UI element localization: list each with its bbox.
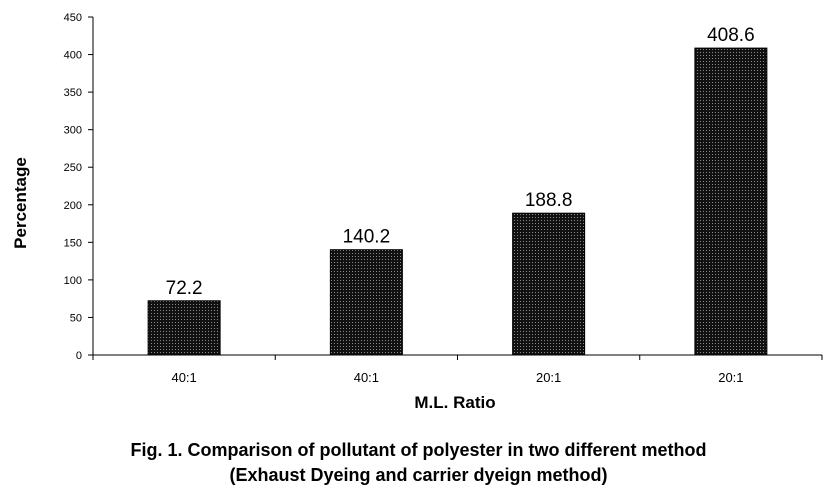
y-tick-label: 200 (64, 200, 82, 212)
data-label: 188.8 (525, 190, 573, 211)
data-labels: 72.2 140.2 188.8 408.6 (166, 25, 755, 299)
y-tick-label: 100 (64, 275, 82, 287)
data-label: 72.2 (166, 278, 203, 299)
bars (147, 47, 768, 356)
x-tick-label: 20:1 (536, 370, 561, 385)
y-tick-label: 50 (70, 312, 82, 324)
figure-caption-line-2: (Exhaust Dyeing and carrier dyeign metho… (229, 465, 608, 485)
x-tick-label: 20:1 (718, 370, 743, 385)
bar (694, 47, 768, 356)
x-axis-title: M.L. Ratio (414, 393, 495, 412)
bar (329, 249, 403, 356)
y-tick-label: 0 (76, 350, 82, 362)
y-axis: 0 50 100 150 200 250 300 350 400 450 (64, 12, 94, 362)
bar (147, 300, 221, 356)
bar (512, 212, 586, 356)
y-tick-label: 350 (64, 87, 82, 99)
y-tick-label: 400 (64, 50, 82, 62)
x-tick-label: 40:1 (354, 370, 379, 385)
x-tick-label: 40:1 (171, 370, 196, 385)
y-tick-label: 150 (64, 237, 82, 249)
y-axis-title: Percentage (11, 157, 30, 249)
bar-chart: 0 50 100 150 200 250 300 350 400 450 40:1 40:1 20:1… (11, 12, 823, 412)
y-tick-label: 300 (64, 125, 82, 137)
y-tick-label: 250 (64, 162, 82, 174)
data-label: 140.2 (343, 227, 391, 248)
data-label: 408.6 (707, 25, 755, 46)
figure-caption-line-1: Fig. 1. Comparison of pollutant of polye… (130, 440, 707, 460)
x-axis: 40:1 40:1 20:1 20:1 (92, 354, 823, 385)
y-tick-label: 450 (64, 12, 82, 24)
